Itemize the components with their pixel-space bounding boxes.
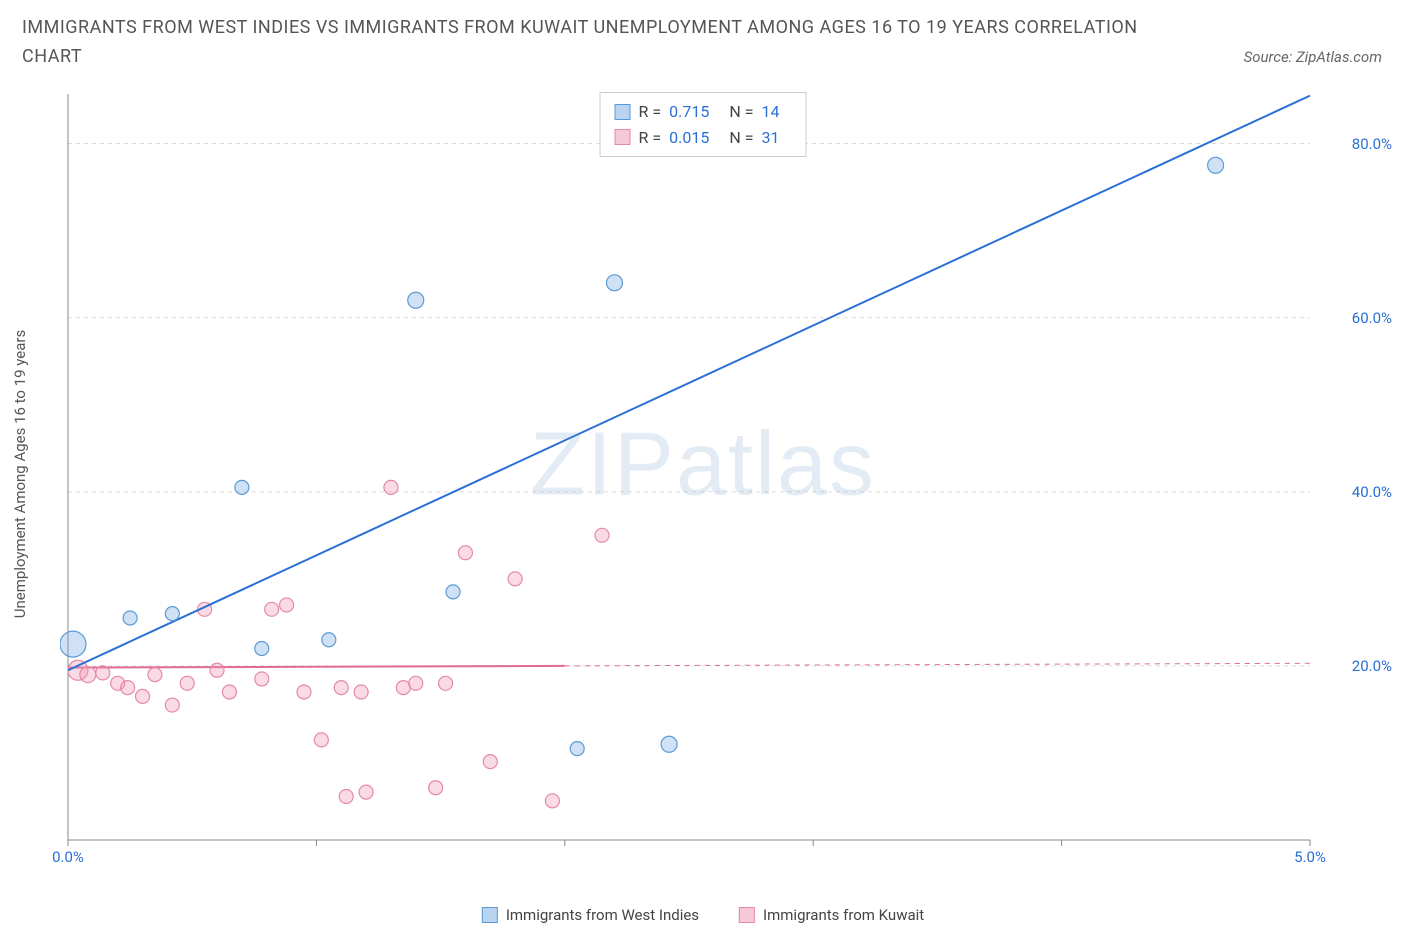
legend-label-1: Immigrants from Kuwait <box>763 906 924 924</box>
bottom-legend-item-0: Immigrants from West Indies <box>482 906 699 924</box>
stats-legend: R = 0.715 N = 14 R = 0.015 N = 31 <box>600 92 807 157</box>
stat-r-label: R = <box>639 125 662 151</box>
bottom-legend: Immigrants from West Indies Immigrants f… <box>482 906 924 924</box>
y-tick-label: 20.0% <box>1352 657 1392 675</box>
stats-legend-row: R = 0.715 N = 14 <box>615 99 792 125</box>
stat-n-label: N = <box>729 125 753 151</box>
legend-swatch-series-0 <box>482 907 498 923</box>
legend-swatch-series-0 <box>615 104 631 120</box>
x-tick-label: 0.0% <box>52 848 84 866</box>
y-axis-label: Unemployment Among Ages 16 to 19 years <box>11 330 29 618</box>
stat-r-value-1: 0.015 <box>669 125 709 151</box>
legend-swatch-series-1 <box>739 907 755 923</box>
y-tick-label: 60.0% <box>1352 309 1392 327</box>
stats-legend-row: R = 0.015 N = 31 <box>615 125 792 151</box>
stat-n-label: N = <box>729 99 753 125</box>
bottom-legend-item-1: Immigrants from Kuwait <box>739 906 924 924</box>
y-tick-label: 80.0% <box>1352 135 1392 153</box>
x-tick-label: 5.0% <box>1294 848 1326 866</box>
stat-n-value-0: 14 <box>761 99 779 125</box>
stat-n-value-1: 31 <box>761 125 779 151</box>
chart-title: IMMIGRANTS FROM WEST INDIES VS IMMIGRANT… <box>22 14 1186 72</box>
legend-swatch-series-1 <box>615 129 631 145</box>
y-tick-label: 40.0% <box>1352 483 1392 501</box>
legend-label-0: Immigrants from West Indies <box>506 906 699 924</box>
source-attribution: Source: ZipAtlas.com <box>1244 48 1382 66</box>
stat-r-label: R = <box>639 99 662 125</box>
stat-r-value-0: 0.715 <box>669 99 709 125</box>
plot-area <box>60 90 1380 880</box>
scatter-chart <box>60 90 1380 880</box>
